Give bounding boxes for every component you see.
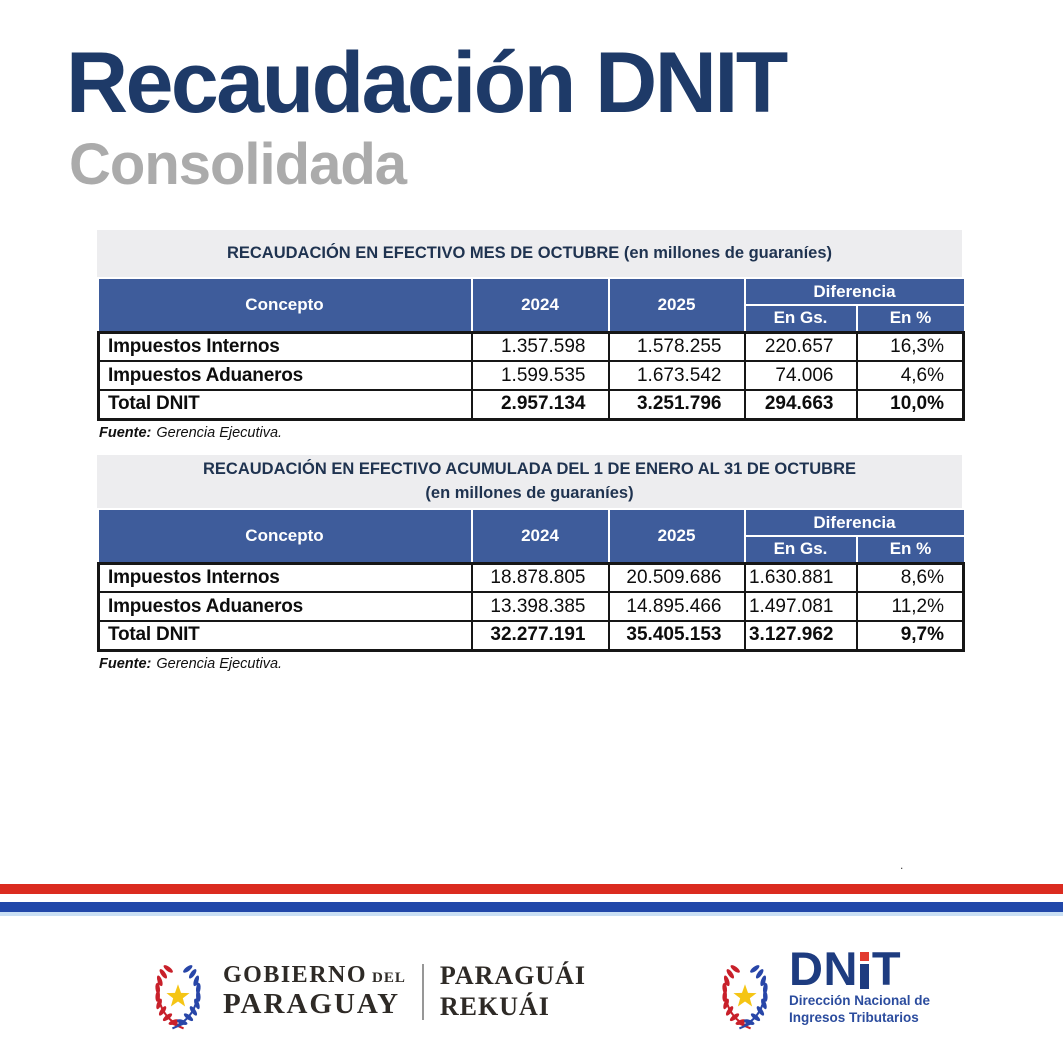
cell-concept: Total DNIT [97,620,473,652]
guarani-line1: PARAGUÁI [439,961,587,991]
page-title: Recaudación DNIT [66,35,788,131]
column-header-2025: 2025 [607,279,746,333]
dnit-acronym: DN T [789,942,930,996]
cell-2024: 1.357.598 [470,330,610,362]
cell-2024: 32.277.191 [470,620,610,652]
table-row-total: Total DNIT 2.957.134 3.251.796 294.663 1… [97,389,966,421]
table-monthly-title-line1: RECAUDACIÓN EN EFECTIVO MES DE OCTUBRE (… [226,243,833,262]
logo-divider-line [421,964,424,1020]
column-header-2025: 2025 [607,510,746,564]
column-header-2024: 2024 [470,510,610,564]
cell-diff-pct: 4,6% [855,360,966,391]
source-text: Gerencia Ejecutiva. [156,424,283,441]
dnit-subtitle-line2: Ingresos Tributarios [789,1009,919,1025]
government-paraguay-logo: GOBIERNO DEL PARAGUAY PARAGUÁI REKUÁI [143,948,586,1036]
table-monthly: Concepto 2024 2025 Diferencia En Gs. En … [97,279,966,421]
dnit-logo-text: DN T Dirección Nacional de Ingresos Trib… [789,942,930,1027]
cell-diff-pct: 8,6% [855,561,966,593]
column-header-diferencia: Diferencia [743,279,964,306]
cell-concept: Impuestos Aduaneros [97,591,473,622]
source-label: Fuente: [99,655,152,672]
table-row: Impuestos Aduaneros 13.398.385 14.895.46… [97,591,966,622]
column-header-en-gs: En Gs. [743,304,858,333]
dnit-subtitle-line1: Dirección Nacional de [789,993,931,1008]
cell-diff-gs: 220.657 [743,330,858,362]
table-row: Impuestos Internos 1.357.598 1.578.255 2… [97,330,966,362]
cell-2025: 35.405.153 [607,620,746,652]
column-header-en-pct: En % [855,535,964,564]
dnit-letter-i-icon [859,950,869,989]
table-accumulated-title: RECAUDACIÓN EN EFECTIVO ACUMULADA DEL 1 … [97,455,962,508]
column-header-en-pct: En % [855,304,964,333]
cell-2025: 3.251.796 [607,389,746,421]
source-note: Fuente: Gerencia Ejecutiva. [97,656,962,672]
del-text: DEL [372,970,406,987]
cell-2025: 1.578.255 [607,330,746,362]
footer-stripe-red [0,884,1063,894]
column-header-diferencia: Diferencia [743,510,964,537]
government-logo-text: GOBIERNO DEL PARAGUAY [223,963,406,1020]
dnit-letters-left: DN [789,942,858,996]
page-subtitle: Consolidada [69,132,407,197]
cell-diff-gs: 3.127.962 [743,620,858,652]
government-logo-line2: PARAGUAY [223,987,401,1020]
cell-diff-pct: 16,3% [855,330,966,362]
table-monthly-section: RECAUDACIÓN EN EFECTIVO MES DE OCTUBRE (… [97,230,966,441]
table-monthly-title: RECAUDACIÓN EN EFECTIVO MES DE OCTUBRE (… [97,230,962,277]
cell-diff-gs: 294.663 [743,389,858,421]
cell-concept: Impuestos Internos [97,330,473,362]
paraguay-wreath-star-icon [153,962,203,1030]
footer-stripe-blue [0,902,1063,912]
dnit-logo: DN T Dirección Nacional de Ingresos Trib… [710,942,930,1034]
column-header-concepto: Concepto [98,279,473,333]
cell-2025: 1.673.542 [607,360,746,391]
dnit-subtitle: Dirección Nacional de Ingresos Tributari… [789,993,930,1027]
table-row-total: Total DNIT 32.277.191 35.405.153 3.127.9… [97,620,966,652]
cell-2025: 20.509.686 [607,561,746,593]
cell-diff-pct: 10,0% [855,389,966,421]
dnit-letters-right: T [871,942,902,996]
cell-diff-gs: 74.006 [743,360,858,391]
dnit-wreath-star-icon [720,962,770,1030]
stray-mark: . [900,858,904,872]
table-accumulated-title-line1: RECAUDACIÓN EN EFECTIVO ACUMULADA DEL 1 … [202,459,857,478]
cell-concept: Impuestos Aduaneros [97,360,473,391]
column-header-2024: 2024 [470,279,610,333]
cell-2024: 18.878.805 [470,561,610,593]
cell-concept: Total DNIT [97,389,473,421]
source-note: Fuente: Gerencia Ejecutiva. [97,425,962,441]
table-row: Impuestos Internos 18.878.805 20.509.686… [97,561,966,593]
column-header-concepto: Concepto [98,510,473,564]
government-logo-line1: GOBIERNO DEL [223,963,406,988]
table-row: Impuestos Aduaneros 1.599.535 1.673.542 … [97,360,966,391]
cell-2024: 1.599.535 [470,360,610,391]
column-header-en-gs: En Gs. [743,535,858,564]
footer-stripe-lightblue [0,912,1063,916]
guarani-line2: REKUÁI [439,992,550,1021]
cell-diff-pct: 11,2% [855,591,966,622]
gobierno-text: GOBIERNO [223,962,368,989]
source-text: Gerencia Ejecutiva. [156,655,283,672]
cell-diff-gs: 1.630.881 [743,561,858,593]
cell-diff-gs: 1.497.081 [743,591,858,622]
table-accumulated-section: RECAUDACIÓN EN EFECTIVO ACUMULADA DEL 1 … [97,455,966,672]
cell-2024: 13.398.385 [470,591,610,622]
cell-concept: Impuestos Internos [97,561,473,593]
cell-diff-pct: 9,7% [855,620,966,652]
source-label: Fuente: [99,424,152,441]
table-accumulated-title-line2: (en millones de guaraníes) [425,483,634,502]
table-accumulated: Concepto 2024 2025 Diferencia En Gs. En … [97,510,966,652]
cell-2024: 2.957.134 [470,389,610,421]
guarani-logo-text: PARAGUÁI REKUÁI [440,961,586,1022]
cell-2025: 14.895.466 [607,591,746,622]
